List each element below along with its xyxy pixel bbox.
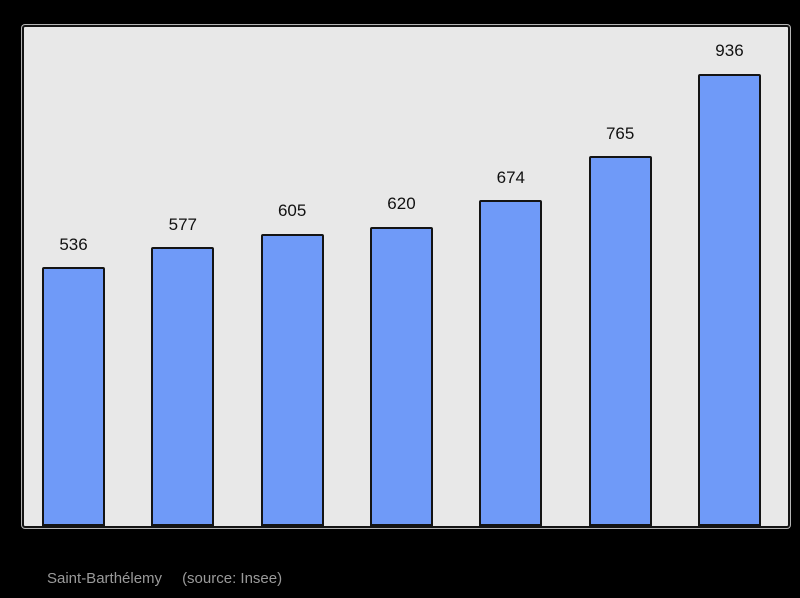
- bar-column: 765: [588, 27, 652, 526]
- bar-value-label: 605: [277, 201, 307, 221]
- bar-value-label: 674: [496, 168, 525, 188]
- bar-value-label: 577: [168, 214, 198, 234]
- bar: [479, 200, 543, 526]
- bar-value-label: 620: [387, 194, 416, 214]
- bar-value-label: 936: [715, 41, 744, 61]
- bar: [369, 226, 433, 526]
- bar: [588, 156, 652, 526]
- chart-caption: Saint-Barthélemy (source: Insee): [47, 570, 282, 588]
- bar-column: 936: [697, 27, 761, 526]
- bar: [151, 247, 215, 526]
- bar-column: 536: [42, 27, 105, 526]
- caption-region-label: Saint-Barthélemy: [47, 570, 163, 587]
- chart-plot-area: 536 577 605 620 674 765 936: [22, 25, 790, 528]
- bar: [42, 267, 105, 526]
- bar-column: 577: [151, 27, 215, 526]
- bar-column: 620: [369, 27, 433, 526]
- bars-container: 536 577 605 620 674 765 936: [24, 27, 788, 526]
- bar-value-label: 765: [605, 124, 635, 144]
- bar: [260, 233, 324, 526]
- bar-value-label: 536: [59, 234, 88, 254]
- bar-column: 605: [260, 27, 324, 526]
- bar-column: 674: [479, 27, 543, 526]
- bar: [697, 73, 761, 526]
- caption-source-label: (source: Insee): [182, 570, 283, 587]
